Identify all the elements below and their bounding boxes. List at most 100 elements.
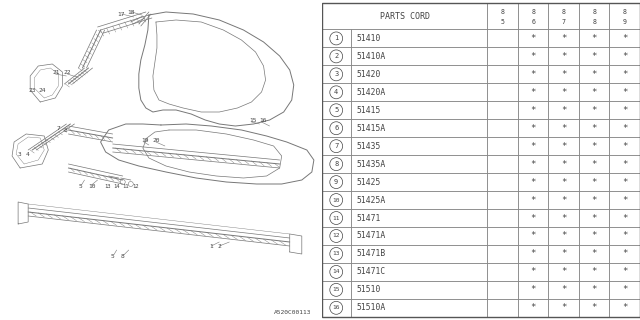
Text: *: * — [561, 178, 566, 187]
Bar — [579, 173, 609, 191]
Bar — [518, 3, 548, 29]
Bar — [322, 83, 351, 101]
Bar — [548, 191, 579, 209]
Bar — [322, 209, 351, 227]
Text: *: * — [561, 160, 566, 169]
Text: 13: 13 — [104, 185, 111, 189]
Text: *: * — [622, 160, 627, 169]
Bar — [609, 47, 640, 65]
Text: 51510A: 51510A — [356, 303, 385, 312]
Text: 16: 16 — [260, 117, 267, 123]
Bar — [579, 209, 609, 227]
Bar — [351, 209, 487, 227]
Bar — [351, 263, 487, 281]
Bar — [548, 227, 579, 245]
Text: *: * — [591, 196, 597, 204]
Bar — [351, 137, 487, 155]
Bar — [487, 209, 518, 227]
Bar — [579, 29, 609, 47]
Text: *: * — [591, 213, 597, 222]
Text: *: * — [561, 52, 566, 61]
Bar — [487, 155, 518, 173]
Text: *: * — [622, 142, 627, 151]
Bar — [609, 3, 640, 29]
Bar — [487, 137, 518, 155]
Bar — [351, 299, 487, 317]
Text: 5: 5 — [500, 19, 504, 25]
Bar — [518, 281, 548, 299]
Bar — [609, 29, 640, 47]
Bar — [518, 173, 548, 191]
Bar — [322, 155, 351, 173]
Text: 7: 7 — [562, 19, 566, 25]
Bar — [518, 209, 548, 227]
Bar — [351, 47, 487, 65]
Text: 12: 12 — [132, 185, 138, 189]
Text: *: * — [591, 88, 597, 97]
Bar — [548, 299, 579, 317]
Bar — [609, 155, 640, 173]
Text: *: * — [531, 160, 536, 169]
Bar — [322, 47, 351, 65]
Text: 51435A: 51435A — [356, 160, 385, 169]
Bar — [579, 83, 609, 101]
Bar — [548, 3, 579, 29]
Bar — [487, 299, 518, 317]
Text: *: * — [561, 142, 566, 151]
Text: 2: 2 — [218, 244, 221, 250]
Text: 51425: 51425 — [356, 178, 381, 187]
Bar — [351, 29, 487, 47]
Text: *: * — [531, 70, 536, 79]
Bar — [548, 65, 579, 83]
Text: 2: 2 — [334, 53, 339, 60]
Text: 1: 1 — [334, 36, 339, 41]
Text: 16: 16 — [333, 305, 340, 310]
Text: 14: 14 — [333, 269, 340, 275]
Bar — [322, 281, 351, 299]
Text: 9: 9 — [623, 19, 627, 25]
Bar — [609, 227, 640, 245]
Bar — [548, 83, 579, 101]
Text: 11: 11 — [123, 185, 129, 189]
Text: 51410A: 51410A — [356, 52, 385, 61]
Text: *: * — [531, 303, 536, 312]
Text: *: * — [531, 268, 536, 276]
Bar — [322, 245, 351, 263]
Text: *: * — [561, 213, 566, 222]
Bar — [487, 173, 518, 191]
Text: 8: 8 — [121, 253, 124, 259]
Text: 5: 5 — [334, 107, 339, 113]
Bar — [609, 281, 640, 299]
Text: 51415A: 51415A — [356, 124, 385, 133]
Text: *: * — [622, 88, 627, 97]
Text: *: * — [591, 70, 597, 79]
Text: 24: 24 — [38, 87, 45, 92]
Text: *: * — [622, 124, 627, 133]
Bar — [518, 47, 548, 65]
Bar — [579, 137, 609, 155]
Text: *: * — [561, 70, 566, 79]
Text: 6: 6 — [334, 125, 339, 131]
Bar — [579, 263, 609, 281]
Bar — [609, 191, 640, 209]
Bar — [609, 101, 640, 119]
Text: *: * — [591, 160, 597, 169]
Bar — [609, 119, 640, 137]
Text: *: * — [622, 34, 627, 43]
Bar — [322, 227, 351, 245]
Bar — [579, 119, 609, 137]
Text: 8: 8 — [531, 9, 535, 15]
Bar — [351, 191, 487, 209]
Text: 4: 4 — [334, 89, 339, 95]
Bar — [518, 119, 548, 137]
Text: *: * — [531, 250, 536, 259]
Text: 8: 8 — [623, 9, 627, 15]
Text: 13: 13 — [333, 252, 340, 256]
Text: *: * — [622, 213, 627, 222]
Text: 5: 5 — [111, 253, 115, 259]
Text: *: * — [561, 231, 566, 241]
Bar — [322, 191, 351, 209]
Bar — [487, 191, 518, 209]
Text: *: * — [531, 34, 536, 43]
Text: 51510: 51510 — [356, 285, 381, 294]
